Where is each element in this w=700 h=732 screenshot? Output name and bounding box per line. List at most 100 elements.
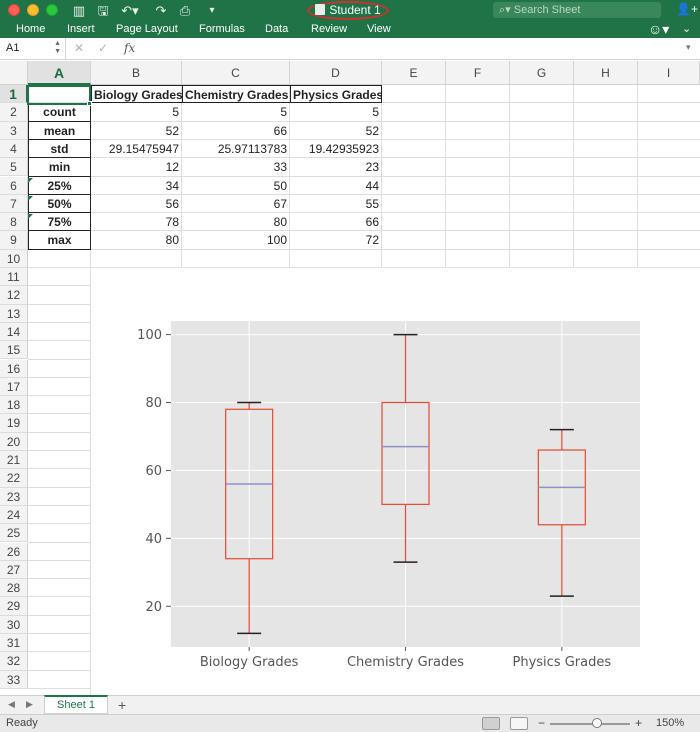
table-cell[interactable]: 33 [273,160,287,175]
zoom-in-button[interactable]: + [635,716,643,730]
tab-data[interactable]: Data [265,23,289,35]
name-box-spinner-icon[interactable]: ▲ ▼ [54,40,61,55]
row-header-30[interactable]: 30 [0,615,28,634]
error-indicator-icon[interactable] [28,177,33,183]
column-header-c[interactable]: C [182,61,290,85]
zoom-slider-handle[interactable] [592,718,602,728]
row-header-4[interactable]: 4 [0,139,28,159]
save-icon[interactable]: 🖫 [97,3,109,18]
add-sheet-button[interactable]: + [118,697,127,713]
table-cell[interactable]: 80 [273,215,287,230]
table-cell[interactable]: 5 [280,105,287,120]
table-cell[interactable]: 67 [273,196,287,211]
row-header-33[interactable]: 33 [0,670,28,689]
table-cell[interactable]: 80 [165,233,179,248]
row-header-15[interactable]: 15 [0,341,28,360]
spreadsheet-grid[interactable]: A B C D E F G H I 1 2 3 4 5 6 7 8 9 10 11 12 13 14 15 16 17 18 19 20… [0,61,700,695]
table-cell[interactable]: 5 [172,105,179,120]
row-header-16[interactable]: 16 [0,359,28,378]
close-window-button[interactable] [8,4,20,16]
minimize-window-button[interactable] [27,4,39,16]
row-header-25[interactable]: 25 [0,524,28,543]
fill-handle[interactable] [87,101,92,106]
column-header-f[interactable]: F [446,61,510,85]
table-cell[interactable]: 100 [266,233,287,248]
tab-review[interactable]: Review [311,23,348,35]
table-cell[interactable]: 52 [365,123,379,138]
row-header-10[interactable]: 10 [0,249,28,268]
expand-formula-bar-icon[interactable]: ▾ [686,42,691,52]
table-cell[interactable]: 72 [365,233,379,248]
column-header-h[interactable]: H [574,61,638,85]
row-header-19[interactable]: 19 [0,414,28,433]
column-header-a[interactable]: A [28,61,91,85]
table-cell[interactable]: 56 [165,196,179,211]
sheet-tab-sheet-1[interactable]: Sheet 1 [44,695,108,714]
tab-page-layout[interactable]: Page Layout [116,23,178,35]
row-header-8[interactable]: 8 [0,213,28,232]
tab-view[interactable]: View [367,23,391,35]
row-header-2[interactable]: 2 [0,103,28,122]
zoom-slider-track[interactable] [550,723,630,725]
table-cell[interactable]: 25.97113783 [217,141,287,156]
row-header-32[interactable]: 32 [0,652,28,671]
tab-home[interactable]: Home [16,23,46,35]
column-header-e[interactable]: E [382,61,446,85]
name-box[interactable]: A1 ▲ ▼ [0,38,66,59]
undo-icon[interactable]: ↶▾ [121,3,139,18]
row-header-28[interactable]: 28 [0,579,28,598]
row-header-21[interactable]: 21 [0,451,28,470]
select-all-corner[interactable] [0,61,28,85]
page-layout-view-button[interactable] [510,717,528,730]
row-header-29[interactable]: 29 [0,597,28,616]
collapse-ribbon-icon[interactable]: ⌄ [682,23,692,35]
feedback-smiley-icon[interactable]: ☺▾ [648,21,670,37]
row-header-23[interactable]: 23 [0,487,28,506]
table-row-label[interactable]: 75% [47,215,72,230]
table-row-label[interactable]: 50% [47,196,72,211]
row-header-26[interactable]: 26 [0,542,28,561]
next-sheet-icon[interactable]: ▶ [26,699,33,709]
row-header-12[interactable]: 12 [0,286,28,305]
table-header-cell[interactable]: Chemistry Grades [182,85,290,104]
row-header-1[interactable]: 1 [0,85,28,104]
row-header-5[interactable]: 5 [0,158,28,177]
sidebar-toggle-icon[interactable]: ▥ [72,3,86,18]
table-cell[interactable]: 78 [165,215,179,230]
tab-formulas[interactable]: Formulas [199,23,245,35]
table-cell[interactable]: 52 [165,123,179,138]
table-cell[interactable]: 12 [165,160,179,175]
table-cell[interactable]: 55 [365,196,379,211]
column-header-b[interactable]: B [91,61,182,85]
row-header-11[interactable]: 11 [0,268,28,287]
table-cell[interactable]: 50 [273,178,287,193]
print-icon[interactable]: ⎙ [179,3,191,18]
table-cell[interactable]: 19.42935923 [308,141,379,156]
table-cell[interactable]: 23 [365,160,379,175]
column-header-g[interactable]: G [510,61,574,85]
table-cell[interactable]: 34 [165,178,179,193]
error-indicator-icon[interactable] [28,195,33,201]
column-header-i[interactable]: I [638,61,700,85]
zoom-out-button[interactable]: − [538,716,546,730]
normal-view-button[interactable] [482,717,500,730]
row-header-17[interactable]: 17 [0,377,28,397]
table-cell[interactable]: 29.15475947 [108,141,179,156]
table-row-label[interactable]: 25% [47,178,72,193]
table-cell[interactable]: 66 [273,123,287,138]
customize-toolbar-icon[interactable]: ▾ [209,5,215,16]
column-header-d[interactable]: D [290,61,382,85]
row-header-3[interactable]: 3 [0,121,28,140]
table-cell[interactable]: 66 [365,215,379,230]
table-header-cell[interactable]: Biology Grades [91,85,182,104]
insert-function-button[interactable]: fx [124,41,136,55]
prev-sheet-icon[interactable]: ◀ [8,699,15,709]
table-cell[interactable]: 5 [372,105,379,120]
row-header-6[interactable]: 6 [0,176,28,195]
maximize-window-button[interactable] [46,4,58,16]
row-header-18[interactable]: 18 [0,396,28,415]
error-indicator-icon[interactable] [28,214,33,220]
search-sheet-input[interactable]: ⌕▾ Search Sheet [493,2,661,18]
table-row-label[interactable]: count [43,105,76,120]
row-header-31[interactable]: 31 [0,634,28,653]
